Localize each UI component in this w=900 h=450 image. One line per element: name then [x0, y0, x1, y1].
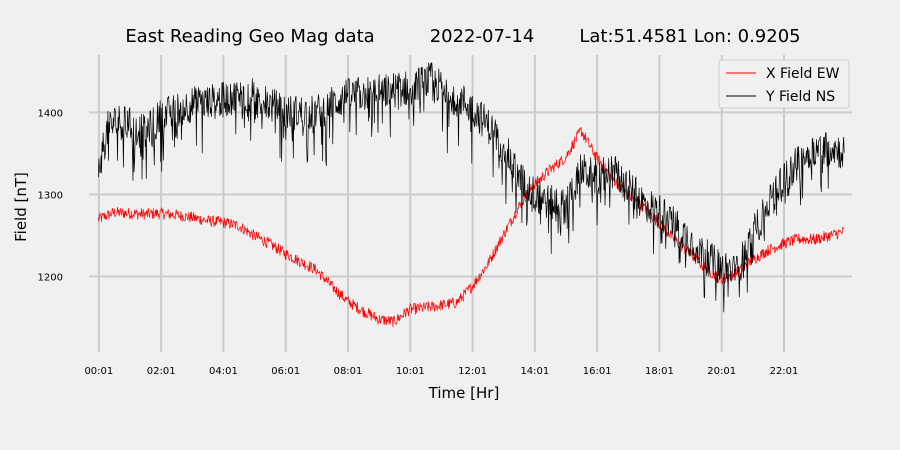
x-tick-label: 12:01: [458, 366, 487, 377]
x-tick-label: 14:01: [520, 366, 549, 377]
x-tick-label: 02:01: [147, 366, 176, 377]
legend-label-y-field: Y Field NS: [765, 89, 835, 105]
x-tick-label: 08:01: [334, 366, 363, 377]
series-line-y-field-ns: [97, 62, 845, 313]
x-tick-label: 00:01: [84, 366, 113, 377]
chart-title-station: East Reading Geo Mag data: [125, 26, 374, 47]
y-tick-label: 1200: [38, 273, 63, 284]
tick-labels: 00:01 02:01 04:01 06:01 08:01 10:01 12:01 14:01…: [38, 108, 799, 377]
x-tick-label: 16:01: [583, 366, 612, 377]
legend: X Field EW Y Field NS: [718, 59, 850, 109]
x-axis-label: Time [Hr]: [428, 384, 500, 402]
x-tick-label: 18:01: [645, 366, 674, 377]
chart-title-date: 2022-07-14: [430, 26, 535, 47]
legend-label-x-field: X Field EW: [766, 66, 840, 82]
series-line-x-field-ew: [97, 126, 845, 328]
x-tick-label: 10:01: [396, 366, 425, 377]
series-lines: [97, 62, 845, 328]
y-tick-label: 1400: [38, 108, 63, 119]
y-tick-label: 1300: [38, 190, 63, 201]
y-axis-label: Field [nT]: [12, 172, 30, 242]
chart-title-location: Lat:51.4581 Lon: 0.9205: [579, 26, 800, 47]
x-tick-label: 06:01: [271, 366, 300, 377]
x-tick-label: 04:01: [209, 366, 238, 377]
x-tick-label: 22:01: [770, 366, 799, 377]
x-tick-label: 20:01: [707, 366, 736, 377]
